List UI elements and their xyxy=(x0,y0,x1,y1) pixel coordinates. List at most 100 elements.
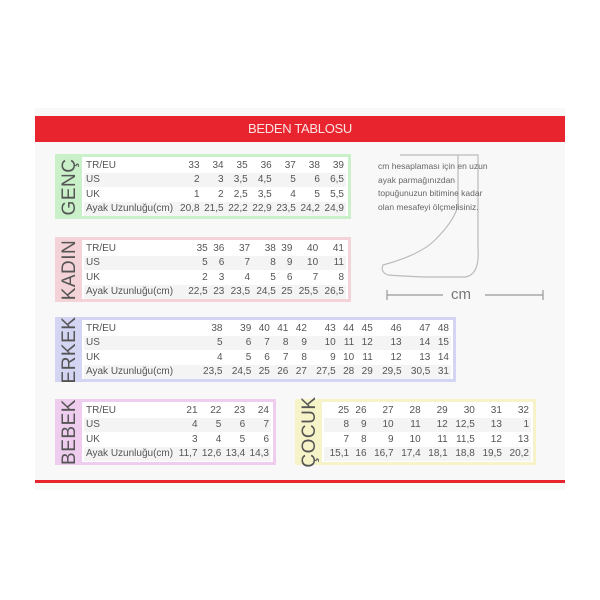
table-cell: 9 xyxy=(301,337,307,349)
table-cell: 14,3 xyxy=(249,448,269,460)
table-cell: 19,5 xyxy=(482,448,502,460)
table-cell: 8 xyxy=(338,271,344,283)
category-label-text: ÇOCUK xyxy=(299,396,320,468)
table-cell: 16 xyxy=(355,448,367,460)
table-cell: 5 xyxy=(216,337,223,349)
table-cell: 5 xyxy=(239,433,246,445)
table-cell: 22,5 xyxy=(188,286,208,298)
table-cell: 26,5 xyxy=(324,286,344,298)
table-cell: 6 xyxy=(239,419,246,431)
table-row: Ayak Uzunluğu(cm) 20,8 21,5 22,2 22,9 23,5 24,… xyxy=(84,201,346,216)
table-cell: 39 xyxy=(332,159,344,171)
table-cell: 14 xyxy=(419,337,431,349)
table-cell: 26 xyxy=(355,404,367,416)
table-cell: 12 xyxy=(436,419,448,431)
table-cell: 47 xyxy=(419,322,431,334)
table-cell: 33 xyxy=(188,159,200,171)
table-row: US 2 3 3,5 4,5 5 6 6,5 xyxy=(84,172,346,187)
table-cell: 31 xyxy=(437,366,449,378)
table-cell: 17,4 xyxy=(401,448,421,460)
genc-category-label: GENÇ xyxy=(58,157,82,216)
table-row: UK 1 2 2,5 3,5 4 5 5,5 xyxy=(84,187,346,202)
table-cell: 7 xyxy=(264,337,270,349)
table-cell: 25 xyxy=(337,404,350,416)
table-cell: 4 xyxy=(216,351,223,363)
table-cell: 21,5 xyxy=(204,203,224,215)
table-row: 15,1 16 16,7 17,4 18,1 18,8 19,5 20,2 xyxy=(324,446,531,461)
table-row: TR/EU 21 22 23 24 xyxy=(84,403,271,418)
table-cell: 34 xyxy=(212,159,224,171)
table-cell: 10 xyxy=(382,419,394,431)
row-header: TR/EU xyxy=(86,242,116,254)
table-cell: 7 xyxy=(244,257,251,269)
table-row: US 4 5 6 7 xyxy=(84,417,271,432)
table-cell: 46 xyxy=(390,322,402,334)
table-cell: 28 xyxy=(343,366,355,378)
table-cell: 29,5 xyxy=(382,366,402,378)
table-cell: 23 xyxy=(213,286,225,298)
table-row: TR/EU 38 39 40 41 42 43 44 45 46 47 48 xyxy=(84,321,451,336)
table-cell: 8 xyxy=(270,257,276,269)
table-row: 8 9 10 11 12 12,5 13 1 xyxy=(324,417,531,432)
table-row: UK 2 3 4 5 6 7 8 xyxy=(84,270,346,285)
category-label-text: ERKEK xyxy=(59,316,80,383)
bebek-size-grid: TR/EU 21 22 23 24 US 4 5 6 7 UK 3 4 5 6 Ayak Uzunluğu(c… xyxy=(84,403,271,461)
erkek-size-grid: TR/EU 38 39 40 41 42 43 44 45 46 47 48 US 5 6 7 8 9 10 11 12… xyxy=(84,321,451,379)
row-header: US xyxy=(86,174,100,186)
table-cell: 24 xyxy=(257,404,269,416)
table-cell: 9 xyxy=(360,419,367,431)
table-cell: 3 xyxy=(218,271,225,283)
table-cell: 25 xyxy=(281,286,293,298)
table-cell: 38 xyxy=(264,242,276,254)
table-cell: 7 xyxy=(312,271,319,283)
table-cell: 38 xyxy=(211,322,223,334)
table-cell: 4,5 xyxy=(257,174,272,186)
table-cell: 32 xyxy=(517,404,529,416)
table-cell: 9 xyxy=(330,351,336,363)
row-header: UK xyxy=(86,271,100,283)
measurement-note: cm hesaplaması için en uzun ayak parmağı… xyxy=(378,161,488,212)
table-cell: 28 xyxy=(409,404,421,416)
table-cell: 3 xyxy=(218,174,224,186)
table-cell: 22 xyxy=(210,404,222,416)
table-cell: 6 xyxy=(263,433,269,445)
table-cell: 31 xyxy=(490,404,502,416)
table-cell: 11 xyxy=(410,419,421,431)
table-cell: 10 xyxy=(343,351,355,363)
table-cell: 24,5 xyxy=(256,286,276,298)
table-cell: 10 xyxy=(324,337,336,349)
category-label-text: KADIN xyxy=(59,239,80,300)
table-cell: 15,1 xyxy=(329,448,350,460)
table-cell: 35 xyxy=(236,159,248,171)
table-cell: 27 xyxy=(295,366,307,378)
table-cell: 35 xyxy=(196,242,208,254)
table-cell: 7 xyxy=(263,419,269,431)
table-cell: 11,5 xyxy=(456,433,475,445)
table-cell: 37 xyxy=(284,159,296,171)
table-cell: 25,5 xyxy=(298,286,319,298)
table-cell: 18,1 xyxy=(428,448,448,460)
foot-outline-icon xyxy=(381,154,479,278)
table-cell: 25 xyxy=(258,366,270,378)
table-cell: 6 xyxy=(286,271,293,283)
table-cell: 23,5 xyxy=(203,366,223,378)
table-cell: 42 xyxy=(295,322,307,334)
table-cell: 12,5 xyxy=(455,419,475,431)
bottom-divider xyxy=(35,480,565,483)
table-cell: 24,2 xyxy=(300,203,320,215)
row-header: US xyxy=(86,257,100,269)
bebek-size-table: BEBEK TR/EU 21 22 23 24 US 4 5 6 7 UK 3 4 5 6 Ayak Uzunl… xyxy=(55,399,276,465)
cm-measure-scale: cm xyxy=(385,286,545,303)
table-cell: 44 xyxy=(343,322,355,334)
table-cell: 2 xyxy=(218,188,224,200)
row-header: Ayak Uzunluğu(cm) xyxy=(86,203,174,215)
table-cell: 3,5 xyxy=(257,188,272,200)
table-cell: 13 xyxy=(490,419,502,431)
genc-size-table: GENÇ TR/EU 33 34 35 36 37 38 39 US 2 3 3,5 4,5 5 6 6,5 UK… xyxy=(55,154,351,219)
table-cell: 5 xyxy=(202,257,208,269)
row-header: Ayak Uzunluğu(cm) xyxy=(86,366,174,378)
table-cell: 24,9 xyxy=(324,203,344,215)
table-cell: 6,5 xyxy=(330,174,344,186)
table-cell: 13 xyxy=(517,433,529,445)
cocuk-size-table: ÇOCUK 25 26 27 28 29 30 31 32 8 9 10 11 12 12,5 13 1 7 8 9 1… xyxy=(295,396,536,468)
